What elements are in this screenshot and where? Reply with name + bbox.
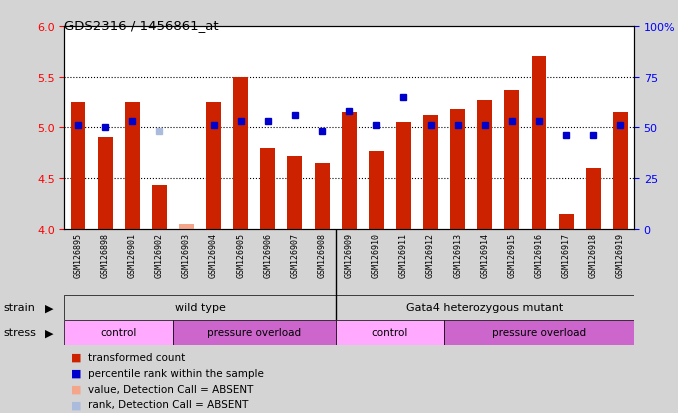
Bar: [64, 320, 173, 345]
Text: GSM126918: GSM126918: [589, 233, 598, 278]
Bar: [206, 103, 221, 229]
Text: GSM126919: GSM126919: [616, 233, 625, 278]
Bar: [315, 164, 330, 229]
Text: GSM126906: GSM126906: [263, 233, 273, 278]
Text: ■: ■: [71, 368, 81, 378]
Text: transformed count: transformed count: [88, 352, 185, 362]
Text: control: control: [372, 328, 408, 337]
Text: GSM126913: GSM126913: [453, 233, 462, 278]
Text: GSM126905: GSM126905: [236, 233, 245, 278]
Text: rank, Detection Call = ABSENT: rank, Detection Call = ABSENT: [88, 399, 249, 409]
Text: GSM126902: GSM126902: [155, 233, 164, 278]
Text: GSM126904: GSM126904: [209, 233, 218, 278]
Text: GSM126910: GSM126910: [372, 233, 381, 278]
Text: GSM126911: GSM126911: [399, 233, 408, 278]
Bar: [260, 148, 275, 229]
Text: GSM126895: GSM126895: [73, 233, 83, 278]
Bar: [613, 113, 628, 229]
Text: strain: strain: [3, 303, 35, 313]
Bar: [287, 157, 302, 229]
Bar: [336, 320, 444, 345]
Text: GSM126914: GSM126914: [480, 233, 490, 278]
Text: GSM126907: GSM126907: [290, 233, 300, 278]
Bar: [125, 103, 140, 229]
Text: wild type: wild type: [174, 303, 226, 313]
Text: pressure overload: pressure overload: [207, 328, 301, 337]
Text: GSM126912: GSM126912: [426, 233, 435, 278]
Bar: [504, 90, 519, 229]
Text: ■: ■: [71, 399, 81, 409]
Bar: [173, 320, 336, 345]
Bar: [423, 116, 438, 229]
Bar: [586, 169, 601, 229]
Bar: [559, 214, 574, 229]
Bar: [396, 123, 411, 229]
Bar: [450, 110, 465, 229]
Text: GSM126915: GSM126915: [507, 233, 517, 278]
Bar: [152, 186, 167, 229]
Text: GSM126916: GSM126916: [534, 233, 544, 278]
Bar: [233, 77, 248, 229]
Text: stress: stress: [3, 328, 36, 337]
Bar: [98, 138, 113, 229]
Text: GSM126903: GSM126903: [182, 233, 191, 278]
Text: control: control: [100, 328, 137, 337]
Text: GSM126901: GSM126901: [127, 233, 137, 278]
Bar: [477, 101, 492, 229]
Text: GSM126909: GSM126909: [344, 233, 354, 278]
Bar: [71, 103, 85, 229]
Text: GDS2316 / 1456861_at: GDS2316 / 1456861_at: [64, 19, 219, 31]
Bar: [532, 57, 546, 229]
Text: ▶: ▶: [45, 328, 53, 337]
Bar: [444, 320, 634, 345]
Bar: [369, 151, 384, 229]
Bar: [342, 113, 357, 229]
Text: GSM126908: GSM126908: [317, 233, 327, 278]
Text: pressure overload: pressure overload: [492, 328, 586, 337]
Bar: [179, 224, 194, 229]
Text: ■: ■: [71, 384, 81, 394]
Text: percentile rank within the sample: percentile rank within the sample: [88, 368, 264, 378]
Text: GSM126898: GSM126898: [100, 233, 110, 278]
Text: Gata4 heterozygous mutant: Gata4 heterozygous mutant: [406, 303, 563, 313]
Text: value, Detection Call = ABSENT: value, Detection Call = ABSENT: [88, 384, 254, 394]
Text: ■: ■: [71, 352, 81, 362]
Text: ▶: ▶: [45, 303, 53, 313]
Text: GSM126917: GSM126917: [561, 233, 571, 278]
